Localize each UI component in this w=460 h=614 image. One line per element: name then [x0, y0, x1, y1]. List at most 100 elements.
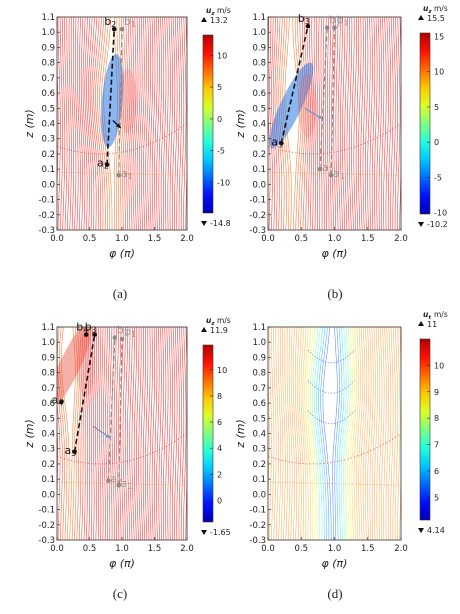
streamline [131, 327, 135, 540]
streamline [91, 17, 99, 230]
colorbar-min: -1.65 [201, 528, 231, 537]
streamline [311, 17, 315, 230]
streamline [277, 327, 281, 540]
point-label: b2 [104, 15, 116, 29]
y-tick-label: -0.1 [249, 506, 266, 516]
streamline [349, 17, 353, 230]
y-tick-label: 0.2 [252, 460, 266, 470]
streamline [294, 17, 302, 230]
point-marker [116, 172, 122, 178]
y-tick-label: 0.6 [252, 89, 266, 99]
y-tick-label: 1.0 [41, 28, 55, 38]
streamline [57, 17, 61, 230]
streamline [132, 17, 137, 230]
streamline [378, 327, 383, 540]
x-tick-label: 0.0 [50, 234, 64, 244]
streamline [149, 17, 154, 230]
streamline [178, 17, 182, 230]
streamline [362, 327, 368, 540]
streamline [69, 327, 76, 540]
colorbar-tick-label: -5 [217, 147, 225, 156]
point-marker [83, 332, 89, 337]
streamline [271, 17, 276, 230]
streamline [394, 327, 399, 540]
colorbar-variable: ut [423, 310, 431, 321]
dashed-trajectory-line [106, 29, 115, 165]
colorbar-variable-name: u [206, 316, 212, 325]
max-triangle-icon [418, 15, 424, 20]
streamline [98, 327, 102, 540]
streamline [353, 17, 357, 230]
point-label-subscript: 1 [131, 20, 136, 29]
colorbar-unit: m/s [434, 4, 448, 13]
streamline [169, 327, 173, 540]
streamline [147, 17, 151, 230]
streamline [141, 17, 145, 230]
y-tick-label: 0.6 [41, 399, 55, 409]
streamline [111, 327, 115, 540]
colorbar-tick-label: -10 [217, 178, 230, 187]
streamline [365, 17, 369, 230]
x-axis-label: φ (π) [322, 557, 348, 570]
point-label-letter: a [333, 167, 340, 180]
arrow-head [317, 114, 323, 119]
y-tick-label: 0.4 [252, 430, 266, 440]
colorbar-min-label: -1.65 [210, 528, 231, 537]
streamline [351, 17, 355, 230]
y-tick-label: -0.2 [249, 521, 266, 531]
streamline [62, 17, 66, 230]
y-tick-label: -0.3 [249, 226, 266, 236]
streamline [340, 17, 343, 230]
streamline [138, 17, 143, 230]
vortex-region [57, 327, 92, 408]
dotted-contour [268, 171, 401, 176]
streamline [84, 17, 90, 230]
colorbar-tick-label: 2 [217, 470, 222, 479]
streamline [387, 327, 392, 540]
point-marker [324, 25, 330, 30]
y-tick-label: 0.8 [41, 369, 55, 379]
streamline [174, 327, 178, 540]
streamline [367, 327, 372, 540]
streamline [282, 327, 286, 540]
panel-c-caption: (c) [112, 586, 128, 601]
streamline [138, 327, 142, 540]
min-triangle-icon [201, 530, 207, 535]
streamline [360, 327, 366, 540]
streamline [176, 17, 180, 230]
point-label-subscript: 2 [117, 478, 122, 487]
streamline [124, 327, 129, 540]
arrow-head [116, 123, 121, 129]
colorbar-tick-label: 0 [217, 115, 222, 124]
streamline [302, 327, 309, 540]
streamline [273, 327, 277, 540]
point-label: b3 [85, 321, 97, 335]
x-tick-label: 0.0 [261, 234, 275, 244]
point-label-subscript: 3 [305, 17, 310, 26]
panel-b: a3b3a2b2a1b1-0.3-0.2-0.10.00.10.20.30.40… [234, 4, 448, 260]
streamline [143, 17, 147, 230]
x-tick-label: 2.0 [180, 544, 194, 554]
point-label-subscript: 1 [128, 172, 133, 181]
streamline [151, 17, 156, 230]
max-triangle-icon [201, 17, 207, 22]
streamline [336, 327, 343, 540]
dashed-trajectory-line [73, 334, 96, 452]
panel-d: -0.3 -0.2 -0.1 0.0 0.1 0.2 0.3 0.4 0.5 0.6 0.7 0.8 0… [234, 310, 448, 570]
dotted-contour [57, 433, 187, 465]
streamline [334, 327, 341, 540]
colorbar-variable-subscript: z [210, 321, 215, 327]
colorbar-max: 11 [418, 320, 437, 329]
streamline [93, 327, 95, 540]
streamline [345, 327, 351, 540]
point-label-subscript: 2 [111, 20, 116, 29]
streamline [397, 327, 401, 540]
x-tick-label: 1.5 [148, 234, 162, 244]
streamline [145, 17, 149, 230]
streamline [332, 327, 338, 540]
y-tick-label: -0.2 [38, 211, 55, 221]
streamline [127, 327, 131, 540]
streamline [313, 327, 323, 540]
streamline [82, 17, 88, 230]
streamline [304, 17, 310, 230]
